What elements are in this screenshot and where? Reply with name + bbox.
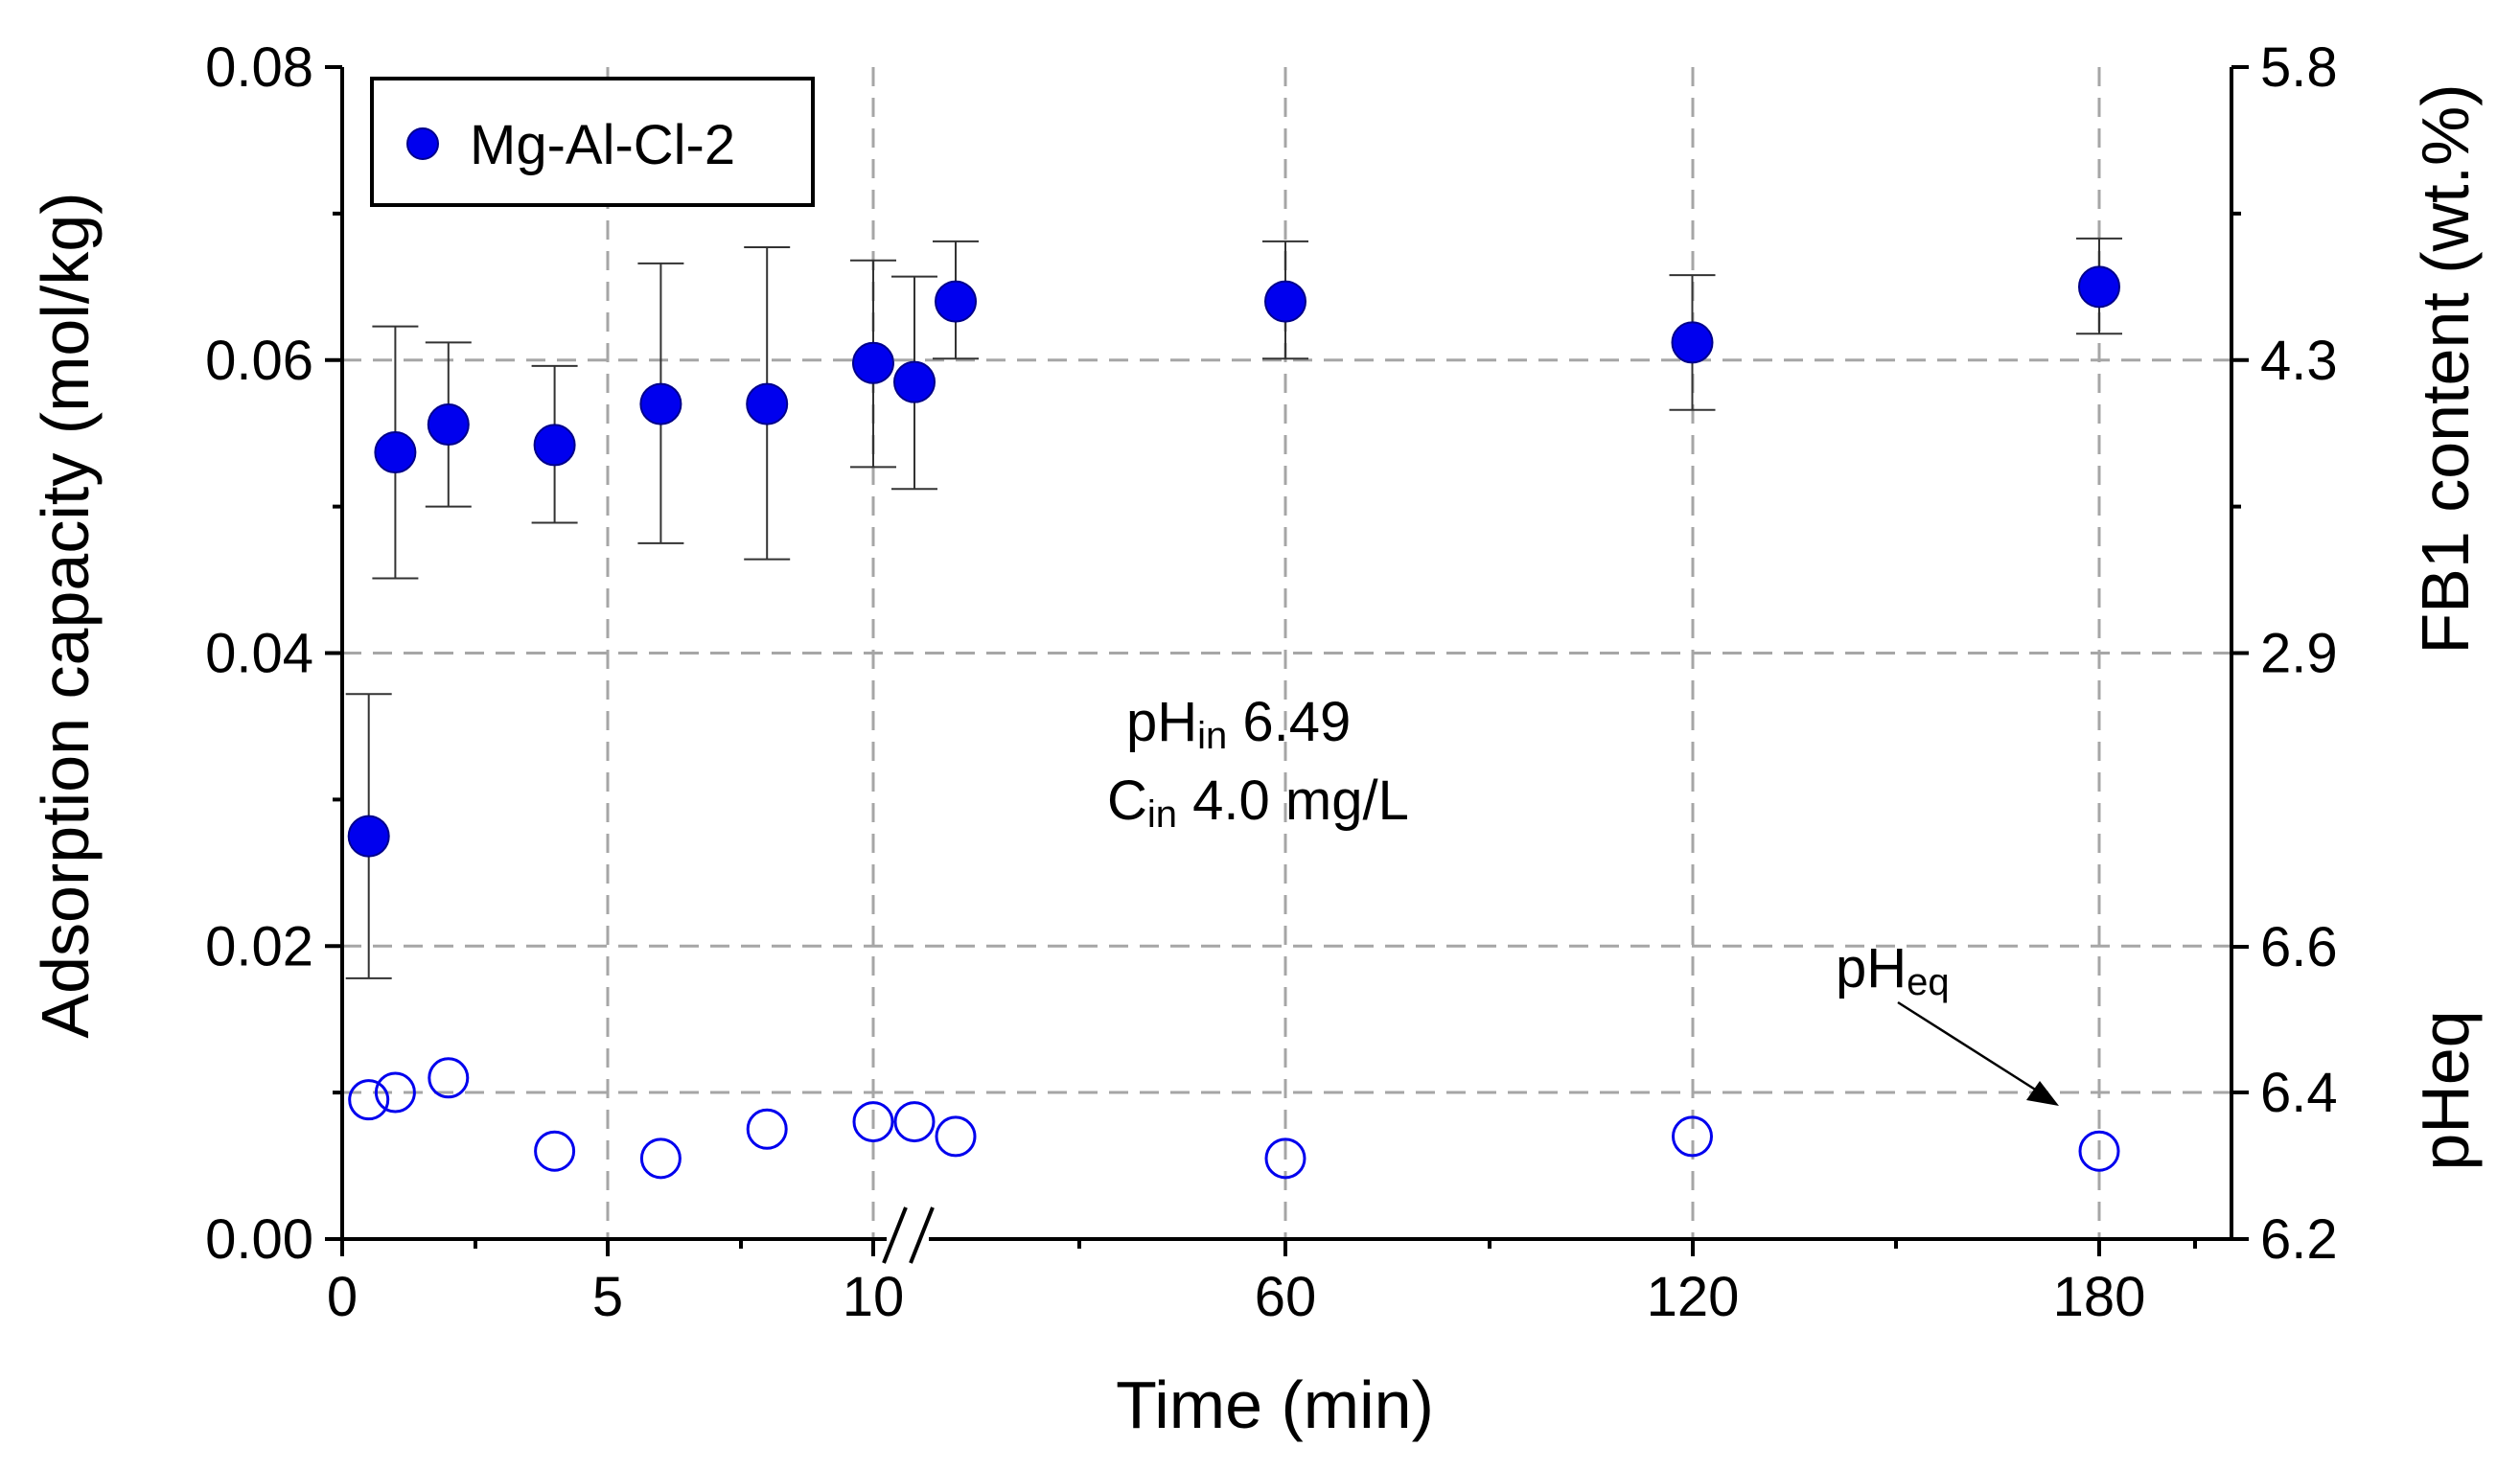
left-tick-label: 0.04 (205, 623, 313, 685)
pheq-main: pH (1836, 937, 1907, 999)
pheq-point (639, 1137, 682, 1180)
pheq-point (534, 1130, 576, 1172)
right-tick-label: 4.3 (2260, 330, 2338, 392)
adsorption-point (2078, 265, 2120, 309)
data-points (347, 265, 2120, 1180)
pheq-arrow-head (2026, 1081, 2059, 1106)
pheq-point (2078, 1130, 2120, 1172)
right-axis-title-fb1: FB1 content (wt.%) (2408, 83, 2483, 654)
pheq-point (746, 1108, 788, 1150)
c-in-main: C (1107, 769, 1147, 832)
pheq-point (935, 1115, 977, 1158)
adsorption-point (639, 382, 682, 425)
pheq-point (1672, 1115, 1713, 1158)
pheq-annotation: pHeq (1836, 937, 2059, 1106)
legend-marker (406, 127, 439, 160)
adsorption-point (427, 403, 470, 447)
left-tick-label: 0.06 (205, 330, 313, 392)
left-tick-label: 0.02 (205, 915, 313, 977)
adsorption-point (347, 815, 390, 858)
adsorption-point (1671, 321, 1714, 364)
adsorption-point (1264, 280, 1306, 323)
x-tick-label: 5 (592, 1266, 623, 1328)
x-tick-label: 180 (2053, 1266, 2146, 1328)
pheq-point (1264, 1137, 1306, 1180)
pheq-label: pHeq (1836, 937, 1950, 1003)
legend-label: Mg-Al-Cl-2 (470, 114, 735, 176)
left-tick-label: 0.00 (205, 1208, 313, 1271)
adsorption-point (893, 360, 936, 403)
x-axis-title: Time (min) (1116, 1367, 1434, 1442)
x-tick-label: 10 (843, 1266, 905, 1328)
x-tick-label: 0 (327, 1266, 358, 1328)
axis-break-slash-2 (909, 1206, 935, 1264)
c-in-sub: in (1147, 793, 1177, 836)
ph-in-annotation: pHin 6.49 (1126, 691, 1351, 757)
x-axis-break (882, 1206, 935, 1264)
pheq-point (893, 1101, 936, 1143)
right-tick-label: 6.2 (2260, 1208, 2338, 1271)
legend-box (370, 77, 815, 207)
tick-labels: 0.00 0.02 0.04 0.06 0.08 5.8 4.3 2.9 6.6 6.4 6.2 0 5… (205, 36, 2338, 1328)
x-tick-label: 60 (1255, 1266, 1317, 1328)
ph-in-sub: in (1197, 715, 1227, 757)
adsorption-point (746, 382, 789, 425)
axis-break-slash-1 (882, 1206, 908, 1264)
pheq-sub: eq (1907, 961, 1950, 1003)
pheq-point (428, 1057, 470, 1099)
pheq-point (348, 1079, 390, 1121)
adsorption-point (935, 280, 977, 323)
right-tick-label: 5.8 (2260, 36, 2338, 99)
condition-annotation: pHin 6.49 Cin 4.0 mg/L (1107, 691, 1409, 836)
c-in-value: 4.0 mg/L (1192, 769, 1409, 832)
ph-in-value: 6.49 (1242, 691, 1351, 753)
axis-ticks (325, 65, 2249, 1256)
ph-in-space (1227, 691, 1242, 753)
right-axis-title-pheq: pHeq (2408, 1010, 2483, 1170)
right-tick-label: 6.6 (2260, 916, 2338, 978)
right-tick-label: 2.9 (2260, 623, 2338, 685)
legend: Mg-Al-Cl-2 (370, 77, 815, 207)
adsorption-point (533, 424, 576, 467)
ph-in-main: pH (1126, 691, 1197, 753)
pheq-point (374, 1071, 416, 1114)
adsorption-point (374, 431, 417, 474)
left-tick-label: 0.08 (205, 36, 313, 99)
right-tick-label: 6.4 (2260, 1062, 2338, 1124)
x-tick-label: 120 (1647, 1266, 1740, 1328)
pheq-arrow-line (1897, 1000, 2041, 1094)
c-in-space (1177, 769, 1192, 832)
left-axis-title: Adsorption capacity (mol/kg) (28, 192, 103, 1038)
pheq-point (852, 1101, 894, 1143)
adsorption-point (852, 341, 894, 384)
c-in-annotation: Cin 4.0 mg/L (1107, 769, 1409, 836)
